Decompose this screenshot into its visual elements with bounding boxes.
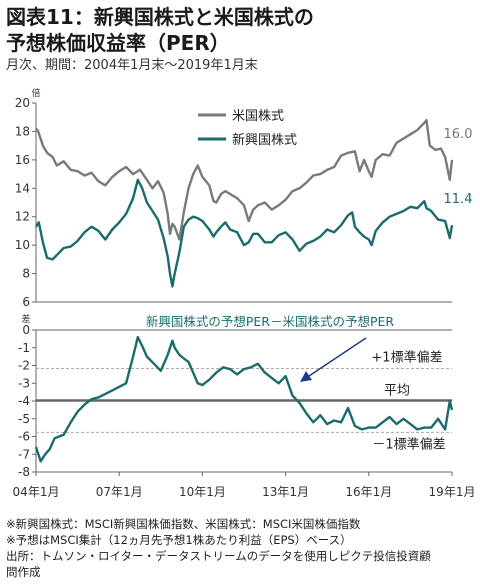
spread-arrow-shaft bbox=[305, 337, 367, 379]
chart-subtitle: 月次、期間：2004年1月末～2019年1月末 bbox=[6, 58, 258, 73]
legend-label-us: 米国株式 bbox=[232, 109, 284, 124]
top-y-tick-label-6: 18 bbox=[15, 124, 30, 138]
spread-arrow-head bbox=[300, 371, 312, 382]
footnote-source-cont: 問作成 bbox=[6, 565, 41, 579]
title-line-2: 予想株価収益率（PER） bbox=[6, 31, 230, 55]
footnote-source: 出所：トムソン・ロイター・データストリームのデータを使用しピクテ投信投資顧 bbox=[6, 549, 431, 563]
bottom-y-tick-label-8: -8 bbox=[18, 465, 30, 479]
spread-title: 新興国株式の予想PER－米国株式の予想PER bbox=[146, 314, 395, 329]
top-y-tick-label-5: 16 bbox=[15, 153, 30, 167]
top-y-tick-label-2: 10 bbox=[15, 238, 30, 252]
bottom-y-tick-label-7: -7 bbox=[18, 447, 30, 461]
x-tick-label-4: 16年1月 bbox=[345, 485, 392, 499]
plus-1sd-label: +1標準偏差 bbox=[371, 350, 442, 366]
series-line-us bbox=[35, 118, 454, 241]
footnote-2: ※予想はMSCI集計（12ヵ月先予想1株あたり利益（EPS）ベース） bbox=[6, 533, 352, 547]
x-tick-label-2: 10年1月 bbox=[179, 485, 226, 499]
bottom-y-tick-label-4: -4 bbox=[18, 394, 30, 408]
chart-title: 図表11：新興国株式と米国株式の 予想株価収益率（PER） bbox=[6, 4, 314, 56]
top-y-tick-label-0: 6 bbox=[22, 295, 30, 309]
spread-line bbox=[34, 335, 454, 463]
bottom-y-tick-label-3: -3 bbox=[18, 376, 30, 390]
top-y-axis-unit: 倍 bbox=[31, 87, 40, 99]
series-line-em bbox=[34, 178, 454, 288]
top-y-tick-label-4: 14 bbox=[15, 181, 30, 195]
top-y-tick-label-7: 20 bbox=[15, 96, 30, 110]
footnote-1: ※新興国株式：MSCI新興国株価指数、米国株式：MSCI米国株価指数 bbox=[6, 517, 361, 531]
bottom-y-tick-label-0: 0 bbox=[22, 323, 30, 337]
x-tick-label-0: 04年1月 bbox=[13, 485, 60, 499]
end-value-label-us: 16.0 bbox=[444, 127, 473, 142]
x-tick-label-5: 19年1月 bbox=[429, 485, 476, 499]
bottom-y-tick-label-2: -2 bbox=[18, 359, 30, 373]
legend-label-em: 新興国株式 bbox=[232, 132, 297, 148]
minus-1sd-label: －1標準偏差 bbox=[372, 436, 445, 452]
bottom-y-tick-label-6: -6 bbox=[18, 430, 30, 444]
top-y-tick-label-1: 8 bbox=[22, 267, 30, 281]
bottom-y-tick-label-5: -5 bbox=[18, 412, 30, 426]
bottom-y-tick-label-1: -1 bbox=[18, 341, 30, 355]
top-y-tick-label-3: 12 bbox=[15, 210, 30, 224]
title-line-1: 図表11：新興国株式と米国株式の bbox=[6, 5, 314, 29]
mean-label: 平均 bbox=[384, 383, 410, 398]
x-tick-label-1: 07年1月 bbox=[96, 485, 143, 499]
end-value-label-em: 11.4 bbox=[444, 192, 473, 207]
bottom-y-axis-unit: 差 bbox=[21, 313, 30, 325]
x-tick-label-3: 13年1月 bbox=[262, 485, 309, 499]
